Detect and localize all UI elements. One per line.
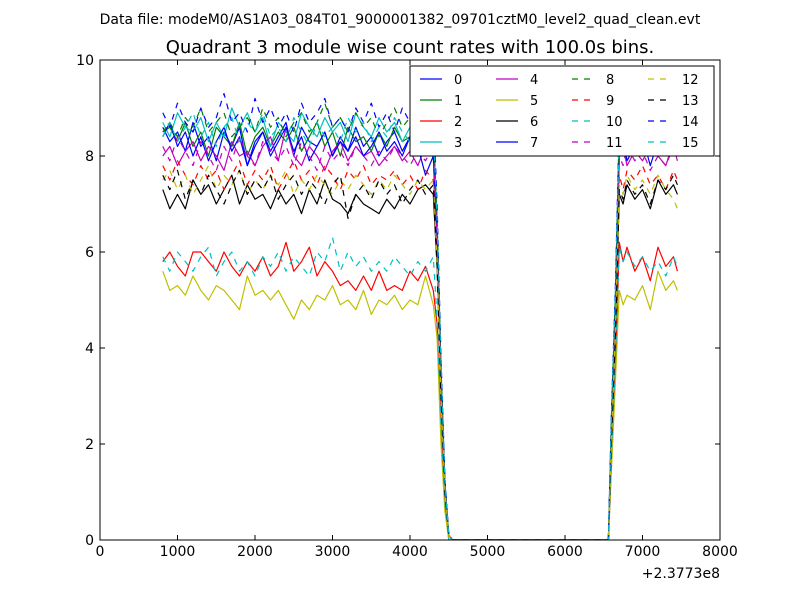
series-line-12	[162, 165, 678, 540]
legend-label-3: 3	[454, 136, 462, 151]
y-tick-label: 4	[85, 341, 94, 357]
series-line-2	[162, 241, 678, 540]
y-tick-label: 2	[85, 437, 94, 453]
x-tick-label: 1000	[160, 544, 196, 560]
legend-label-0: 0	[454, 73, 462, 88]
series-line-11	[162, 136, 678, 540]
y-tick-label: 8	[85, 149, 94, 165]
x-tick-label: 8000	[702, 544, 738, 560]
legend-label-7: 7	[530, 136, 538, 151]
series-line-9	[162, 160, 678, 540]
x-tick-label: 7000	[625, 544, 661, 560]
plot-content: 0 1000 2000 3000 4000 5000 6000 7000 80000246810…	[76, 53, 738, 582]
series-line-14	[162, 92, 678, 540]
figure-suptitle: Data file: modeM0/AS1A03_084T01_90000013…	[100, 12, 701, 28]
legend-label-1: 1	[454, 94, 462, 109]
legend-label-6: 6	[530, 115, 538, 130]
legend-label-13: 13	[682, 94, 699, 109]
series-lines	[162, 92, 678, 540]
x-tick-label: 5000	[470, 544, 506, 560]
x-tick-label: 3000	[315, 544, 351, 560]
legend-label-4: 4	[530, 73, 538, 88]
legend-label-14: 14	[682, 115, 699, 130]
legend-label-8: 8	[606, 73, 614, 88]
x-tick-label: 6000	[547, 544, 583, 560]
legend-label-12: 12	[682, 73, 699, 88]
y-tick-label: 10	[76, 53, 94, 69]
legend-label-9: 9	[606, 94, 614, 109]
legend-box	[409, 65, 715, 157]
legend-label-10: 10	[606, 115, 623, 130]
legend-label-2: 2	[454, 115, 462, 130]
series-line-10	[162, 237, 678, 540]
legend-label-11: 11	[606, 136, 623, 151]
series-line-5	[162, 270, 678, 540]
x-tick-label: 4000	[392, 544, 428, 560]
legend-label-15: 15	[682, 136, 699, 151]
x-tick-label: 2000	[237, 544, 273, 560]
x-offset-label: +2.3773e8	[642, 566, 720, 582]
x-tick-label: 0	[96, 544, 105, 560]
chart-title: Quadrant 3 module wise count rates with …	[166, 37, 655, 58]
legend-label-5: 5	[530, 94, 538, 109]
y-tick-label: 6	[85, 245, 94, 261]
series-line-13	[162, 169, 678, 540]
y-tick-label: 0	[85, 533, 94, 549]
